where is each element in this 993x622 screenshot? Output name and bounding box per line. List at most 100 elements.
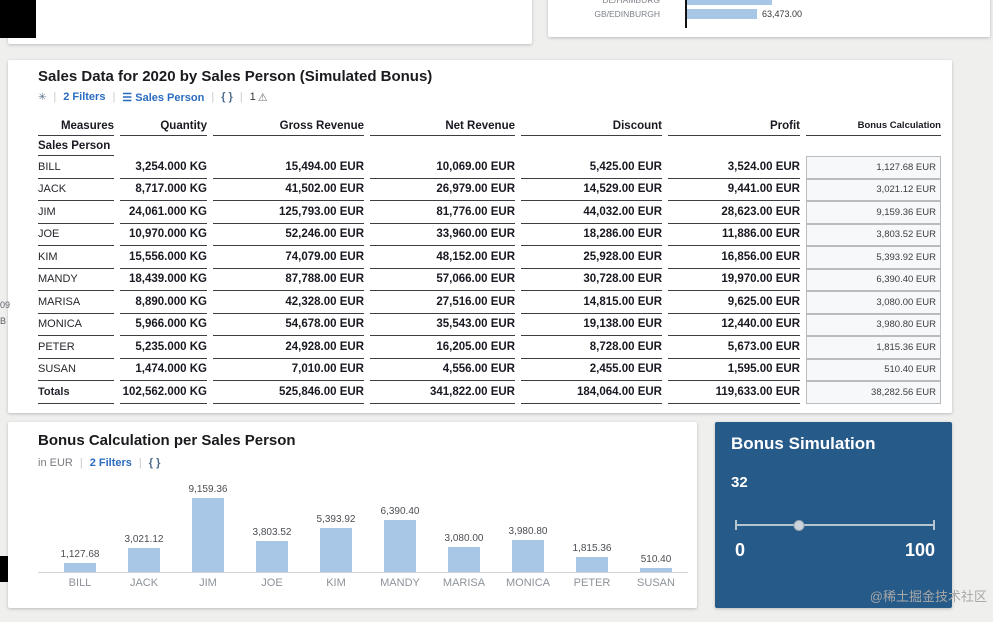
sales-person-cell[interactable]: MARISA (38, 291, 114, 314)
measure-value-cell[interactable]: 14,529.00 EUR (521, 179, 662, 201)
measure-value-cell[interactable]: 81,776.00 EUR (370, 201, 515, 224)
measure-value-cell[interactable]: 18,439.000 KG (120, 269, 207, 291)
bar[interactable] (384, 520, 416, 572)
measure-value-cell[interactable]: 5,425.00 EUR (521, 156, 662, 179)
measure-value-cell[interactable]: 19,138.00 EUR (521, 314, 662, 336)
measure-value-cell[interactable]: 7,010.00 EUR (213, 359, 364, 381)
measure-value-cell[interactable]: 54,678.00 EUR (213, 314, 364, 336)
warning-indicator[interactable]: 1 ⚠ (250, 91, 268, 104)
measure-value-cell[interactable]: 5,235.000 KG (120, 336, 207, 359)
column-header-bonus[interactable]: Bonus Calculation (806, 116, 941, 136)
dimension-link[interactable]: ☰ Sales Person (122, 91, 205, 104)
measure-value-cell[interactable]: 35,543.00 EUR (370, 314, 515, 336)
measure-value-cell[interactable]: 10,970.000 KG (120, 224, 207, 246)
measures-header[interactable]: Measures (38, 116, 114, 136)
measure-value-cell[interactable]: 27,516.00 EUR (370, 291, 515, 314)
bonus-value-cell[interactable]: 1,127.68 EUR (806, 156, 941, 179)
column-header-net-revenue[interactable]: Net Revenue (370, 116, 515, 136)
bonus-value-cell[interactable]: 5,393.92 EUR (806, 246, 941, 269)
measure-value-cell[interactable]: 3,254.000 KG (120, 156, 207, 179)
measure-value-cell[interactable]: 24,061.000 KG (120, 201, 207, 224)
measure-value-cell[interactable]: 15,494.00 EUR (213, 156, 364, 179)
measure-value-cell[interactable]: 57,066.00 EUR (370, 269, 515, 291)
measure-value-cell[interactable]: 10,069.00 EUR (370, 156, 515, 179)
bar[interactable] (686, 0, 772, 5)
measure-total-cell[interactable]: 341,822.00 EUR (370, 381, 515, 404)
bar[interactable] (64, 563, 96, 572)
measure-value-cell[interactable]: 24,928.00 EUR (213, 336, 364, 359)
sales-person-cell[interactable]: SUSAN (38, 359, 114, 381)
measure-value-cell[interactable]: 48,152.00 EUR (370, 246, 515, 269)
bonus-value-cell[interactable]: 1,815.36 EUR (806, 336, 941, 359)
measure-value-cell[interactable]: 14,815.00 EUR (521, 291, 662, 314)
measure-value-cell[interactable]: 87,788.00 EUR (213, 269, 364, 291)
formula-icon[interactable]: { } (221, 91, 233, 103)
measure-total-cell[interactable]: 102,562.000 KG (120, 381, 207, 404)
filters-link[interactable]: 2 Filters (63, 91, 106, 103)
measure-value-cell[interactable]: 33,960.00 EUR (370, 224, 515, 246)
measure-value-cell[interactable]: 16,205.00 EUR (370, 336, 515, 359)
measure-value-cell[interactable]: 4,556.00 EUR (370, 359, 515, 381)
column-header-profit[interactable]: Profit (668, 116, 800, 136)
bonus-value-cell[interactable]: 6,390.40 EUR (806, 268, 941, 291)
measure-value-cell[interactable]: 42,328.00 EUR (213, 291, 364, 314)
bonus-value-cell[interactable]: 3,080.00 EUR (806, 291, 941, 314)
measure-value-cell[interactable]: 15,556.000 KG (120, 246, 207, 269)
sales-person-cell[interactable]: JOE (38, 224, 114, 246)
bar[interactable] (512, 540, 544, 572)
sales-person-cell[interactable]: KIM (38, 246, 114, 269)
measure-value-cell[interactable]: 5,673.00 EUR (668, 336, 800, 359)
measure-value-cell[interactable]: 9,441.00 EUR (668, 179, 800, 201)
filters-link[interactable]: 2 Filters (89, 457, 132, 469)
sales-person-cell[interactable]: JIM (38, 201, 114, 224)
measure-value-cell[interactable]: 12,440.00 EUR (668, 314, 800, 336)
slider-handle[interactable] (793, 519, 805, 531)
measure-value-cell[interactable]: 125,793.00 EUR (213, 201, 364, 224)
measure-value-cell[interactable]: 30,728.00 EUR (521, 269, 662, 291)
bonus-value-cell[interactable]: 3,021.12 EUR (806, 178, 941, 201)
bar[interactable] (192, 498, 224, 572)
measure-value-cell[interactable]: 1,595.00 EUR (668, 359, 800, 381)
measure-value-cell[interactable]: 11,886.00 EUR (668, 224, 800, 246)
measure-total-cell[interactable]: 525,846.00 EUR (213, 381, 364, 404)
sales-person-cell[interactable]: MANDY (38, 269, 114, 291)
measure-value-cell[interactable]: 74,079.00 EUR (213, 246, 364, 269)
sales-person-cell[interactable]: JACK (38, 179, 114, 201)
sales-person-cell[interactable]: BILL (38, 156, 114, 179)
measure-total-cell[interactable]: 119,633.00 EUR (668, 381, 800, 404)
sales-person-cell[interactable]: PETER (38, 336, 114, 359)
measure-value-cell[interactable]: 28,623.00 EUR (668, 201, 800, 224)
measure-value-cell[interactable]: 18,286.00 EUR (521, 224, 662, 246)
bonus-value-cell[interactable]: 3,803.52 EUR (806, 223, 941, 246)
measure-value-cell[interactable]: 3,524.00 EUR (668, 156, 800, 179)
measure-value-cell[interactable]: 44,032.00 EUR (521, 201, 662, 224)
bar[interactable] (128, 548, 160, 572)
measure-value-cell[interactable]: 19,970.00 EUR (668, 269, 800, 291)
bar[interactable] (256, 541, 288, 572)
bonus-total-cell[interactable]: 38,282.56 EUR (806, 381, 941, 404)
measure-value-cell[interactable]: 16,856.00 EUR (668, 246, 800, 269)
measure-value-cell[interactable]: 8,890.000 KG (120, 291, 207, 314)
formula-icon[interactable]: { } (148, 457, 161, 469)
bonus-value-cell[interactable]: 9,159.36 EUR (806, 201, 941, 224)
measure-value-cell[interactable]: 9,625.00 EUR (668, 291, 800, 314)
measure-value-cell[interactable]: 26,979.00 EUR (370, 179, 515, 201)
bar[interactable] (320, 528, 352, 572)
slider-track[interactable] (735, 519, 935, 531)
measure-total-cell[interactable]: 184,064.00 EUR (521, 381, 662, 404)
measure-value-cell[interactable]: 52,246.00 EUR (213, 224, 364, 246)
measure-value-cell[interactable]: 8,717.000 KG (120, 179, 207, 201)
bar[interactable] (448, 547, 480, 572)
measure-value-cell[interactable]: 8,728.00 EUR (521, 336, 662, 359)
row-dimension-header[interactable]: Sales Person (38, 136, 114, 156)
bar[interactable] (640, 568, 672, 572)
sales-person-cell[interactable]: MONICA (38, 314, 114, 336)
measure-value-cell[interactable]: 25,928.00 EUR (521, 246, 662, 269)
measure-value-cell[interactable]: 41,502.00 EUR (213, 179, 364, 201)
column-header-quantity[interactable]: Quantity (120, 116, 207, 136)
measure-value-cell[interactable]: 2,455.00 EUR (521, 359, 662, 381)
measure-value-cell[interactable]: 5,966.000 KG (120, 314, 207, 336)
measure-value-cell[interactable]: 1,474.000 KG (120, 359, 207, 381)
bar[interactable] (576, 557, 608, 572)
column-header-gross-revenue[interactable]: Gross Revenue (213, 116, 364, 136)
